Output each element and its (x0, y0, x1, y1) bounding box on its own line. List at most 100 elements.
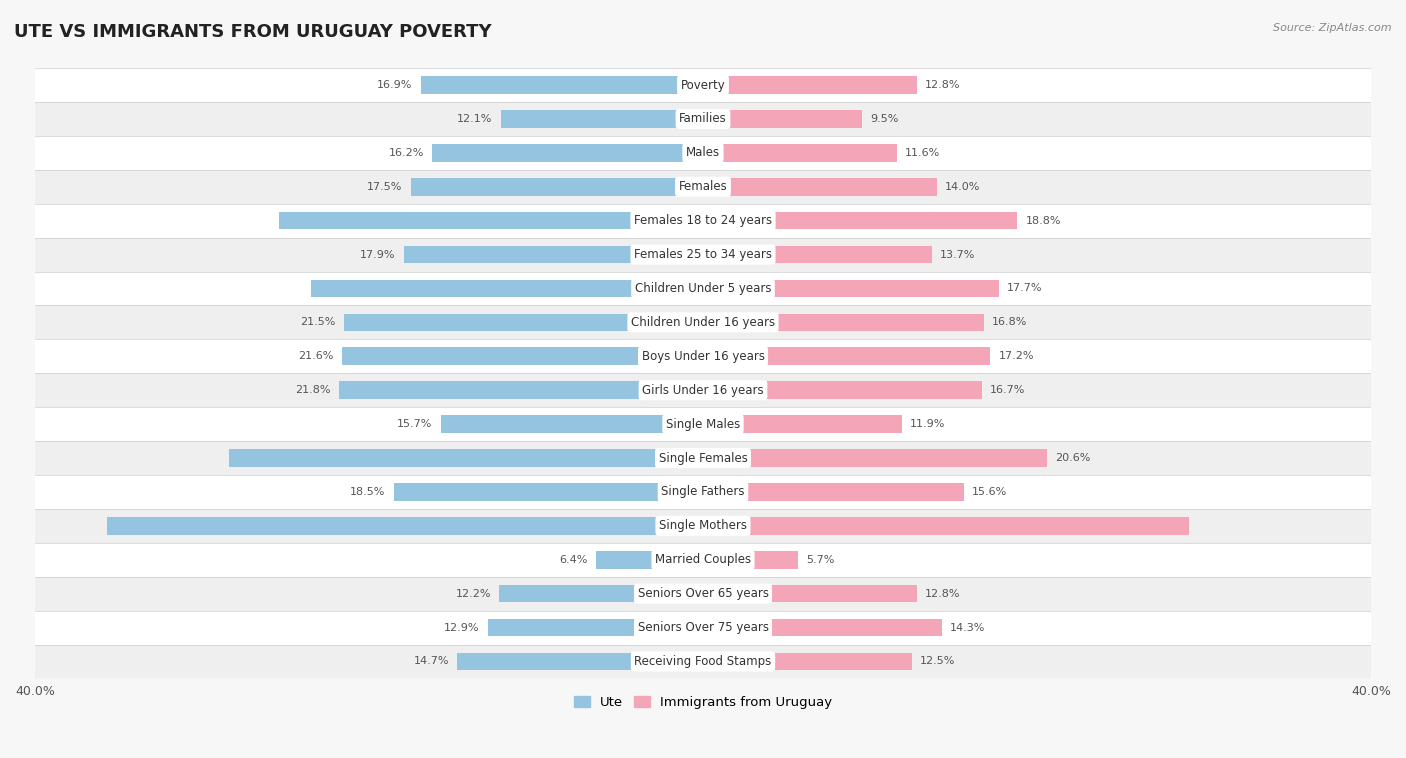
Bar (703, 347, 990, 365)
Text: 17.2%: 17.2% (998, 351, 1035, 362)
Bar (35, 373, 1371, 407)
Text: Families: Families (679, 112, 727, 125)
Bar (35, 644, 1371, 678)
Text: 14.0%: 14.0% (945, 182, 980, 192)
Bar (35, 611, 1371, 644)
Bar (703, 280, 998, 297)
Text: 11.9%: 11.9% (910, 419, 945, 429)
Text: Poverty: Poverty (681, 79, 725, 92)
Bar (420, 77, 703, 94)
Bar (703, 585, 917, 603)
Text: Seniors Over 65 years: Seniors Over 65 years (637, 587, 769, 600)
Bar (229, 449, 703, 467)
Text: Seniors Over 75 years: Seniors Over 75 years (637, 621, 769, 634)
Text: 12.8%: 12.8% (925, 80, 960, 90)
Text: Receiving Food Stamps: Receiving Food Stamps (634, 655, 772, 668)
Bar (35, 204, 1371, 237)
Text: 12.8%: 12.8% (925, 589, 960, 599)
Text: Single Males: Single Males (666, 418, 740, 431)
Bar (433, 144, 703, 161)
Bar (703, 517, 1189, 534)
Bar (703, 314, 984, 331)
Text: 12.9%: 12.9% (444, 622, 479, 633)
Bar (596, 551, 703, 568)
Bar (703, 381, 981, 399)
Text: Married Couples: Married Couples (655, 553, 751, 566)
Text: Source: ZipAtlas.com: Source: ZipAtlas.com (1274, 23, 1392, 33)
Text: Females: Females (679, 180, 727, 193)
Bar (35, 305, 1371, 340)
Text: 16.7%: 16.7% (990, 385, 1025, 395)
Text: 17.5%: 17.5% (367, 182, 402, 192)
Text: 29.1%: 29.1% (710, 521, 748, 531)
Bar (35, 543, 1371, 577)
Text: Single Females: Single Females (658, 452, 748, 465)
Text: 17.9%: 17.9% (360, 249, 395, 259)
Bar (703, 178, 936, 196)
Text: Single Mothers: Single Mothers (659, 519, 747, 532)
Bar (107, 517, 703, 534)
Text: UTE VS IMMIGRANTS FROM URUGUAY POVERTY: UTE VS IMMIGRANTS FROM URUGUAY POVERTY (14, 23, 492, 41)
Bar (35, 577, 1371, 611)
Bar (278, 211, 703, 230)
Bar (35, 441, 1371, 475)
Text: 28.4%: 28.4% (658, 453, 696, 463)
Bar (342, 347, 703, 365)
Bar (703, 619, 942, 637)
Text: 35.7%: 35.7% (658, 521, 696, 531)
Text: 25.4%: 25.4% (658, 215, 696, 226)
Text: 12.2%: 12.2% (456, 589, 491, 599)
Text: Girls Under 16 years: Girls Under 16 years (643, 384, 763, 396)
Bar (488, 619, 703, 637)
Text: 14.7%: 14.7% (413, 656, 449, 666)
Bar (501, 110, 703, 128)
Text: 9.5%: 9.5% (870, 114, 898, 124)
Text: Children Under 5 years: Children Under 5 years (634, 282, 772, 295)
Text: 20.6%: 20.6% (1056, 453, 1091, 463)
Text: 21.6%: 21.6% (298, 351, 333, 362)
Text: 15.6%: 15.6% (972, 487, 1007, 497)
Bar (35, 68, 1371, 102)
Text: Males: Males (686, 146, 720, 159)
Text: 16.9%: 16.9% (377, 80, 412, 90)
Bar (311, 280, 703, 297)
Text: Children Under 16 years: Children Under 16 years (631, 316, 775, 329)
Bar (703, 77, 917, 94)
Bar (703, 449, 1047, 467)
Text: 23.5%: 23.5% (658, 283, 696, 293)
Bar (703, 415, 901, 433)
Text: 13.7%: 13.7% (941, 249, 976, 259)
Text: Females 18 to 24 years: Females 18 to 24 years (634, 215, 772, 227)
Bar (339, 381, 703, 399)
Bar (404, 246, 703, 263)
Text: 17.7%: 17.7% (1007, 283, 1042, 293)
Bar (35, 509, 1371, 543)
Text: 21.8%: 21.8% (295, 385, 330, 395)
Bar (703, 551, 799, 568)
Bar (35, 407, 1371, 441)
Text: 21.5%: 21.5% (301, 318, 336, 327)
Bar (703, 211, 1017, 230)
Bar (703, 246, 932, 263)
Text: 18.5%: 18.5% (350, 487, 385, 497)
Bar (35, 102, 1371, 136)
Text: Boys Under 16 years: Boys Under 16 years (641, 349, 765, 363)
Bar (394, 483, 703, 501)
Bar (35, 340, 1371, 373)
Bar (441, 415, 703, 433)
Bar (35, 271, 1371, 305)
Text: 16.2%: 16.2% (388, 148, 425, 158)
Text: 12.5%: 12.5% (920, 656, 956, 666)
Bar (703, 483, 963, 501)
Bar (703, 144, 897, 161)
Text: 5.7%: 5.7% (807, 555, 835, 565)
Bar (344, 314, 703, 331)
Text: Females 25 to 34 years: Females 25 to 34 years (634, 248, 772, 261)
Bar (499, 585, 703, 603)
Bar (35, 136, 1371, 170)
Text: 11.6%: 11.6% (905, 148, 941, 158)
Bar (35, 475, 1371, 509)
Text: 16.8%: 16.8% (993, 318, 1028, 327)
Bar (703, 110, 862, 128)
Text: 15.7%: 15.7% (396, 419, 433, 429)
